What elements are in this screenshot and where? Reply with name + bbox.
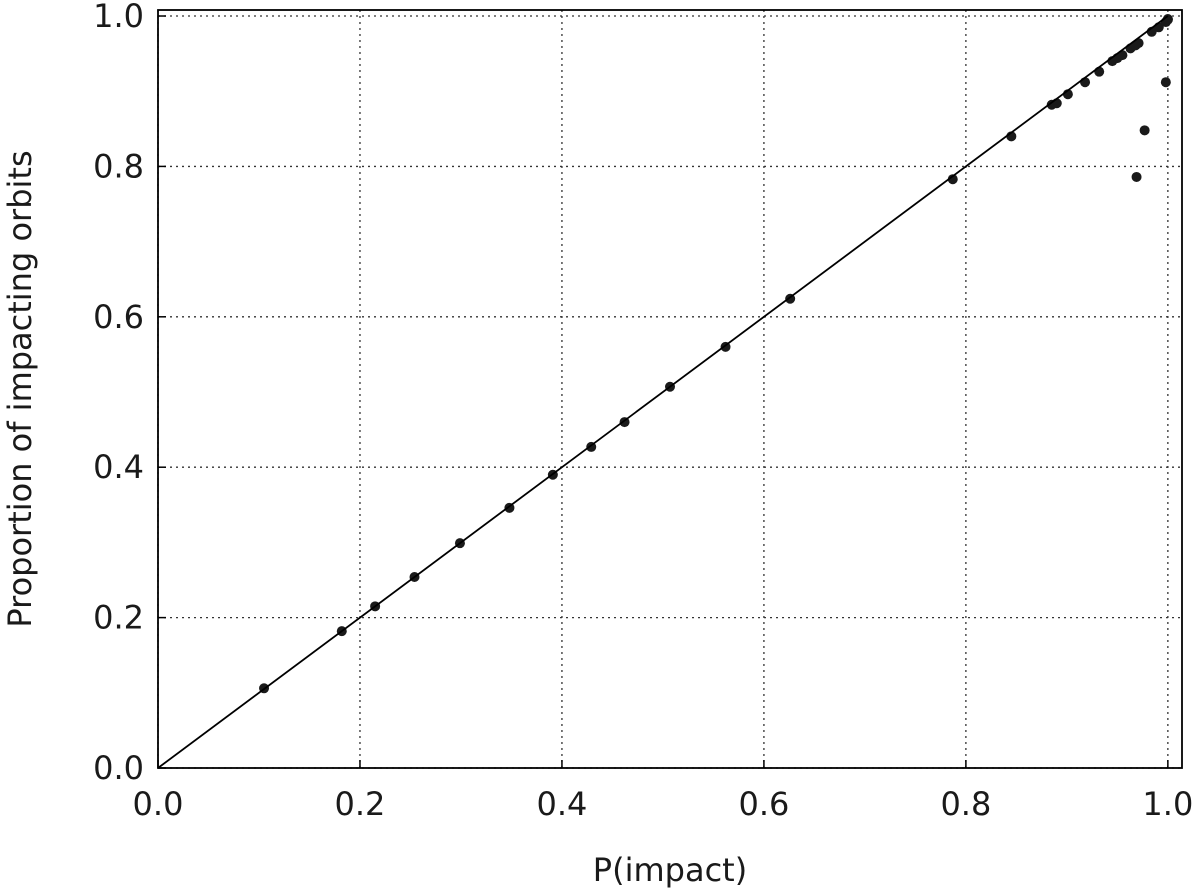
y-tick-label: 0.0 (93, 749, 144, 787)
y-tick-label: 0.8 (93, 147, 144, 185)
point (1160, 77, 1171, 88)
x-tick-label: 0.4 (536, 785, 587, 823)
x-tick-label: 0.6 (738, 785, 789, 823)
x-tick-label: 0.0 (133, 785, 184, 823)
y-axis-label: Proportion of impacting orbits (1, 150, 39, 627)
point (1139, 125, 1150, 136)
x-tick-label: 0.8 (940, 785, 991, 823)
x-tick-label: 0.2 (335, 785, 386, 823)
reference-line (157, 15, 1169, 769)
plot-frame (157, 9, 1183, 769)
x-axis-label: P(impact) (593, 851, 747, 889)
y-tick-label: 0.2 (93, 599, 144, 637)
y-tick-label: 0.6 (93, 298, 144, 336)
y-tick-label: 0.4 (93, 448, 144, 486)
point (1131, 171, 1142, 182)
point (947, 174, 958, 185)
y-tick-label: 1.0 (93, 0, 144, 35)
x-tick-label: 1.0 (1142, 785, 1193, 823)
point (1162, 14, 1173, 25)
